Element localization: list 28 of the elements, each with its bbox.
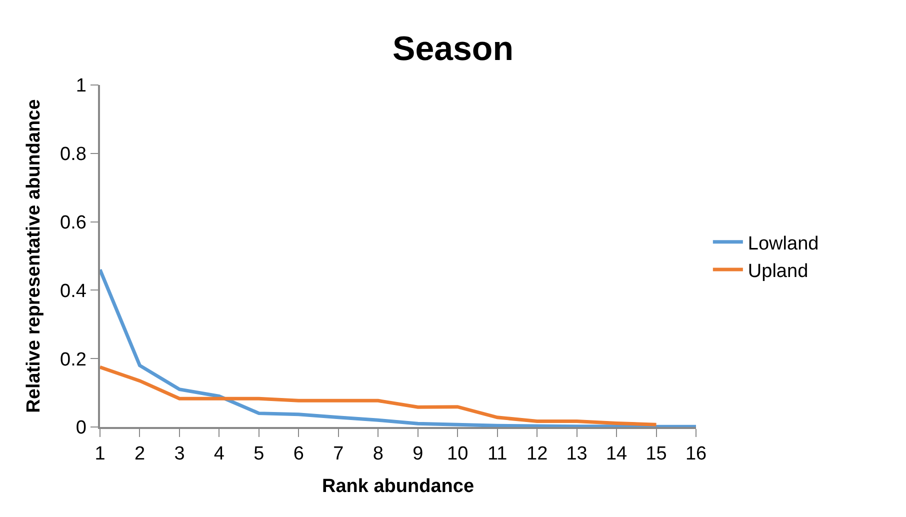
x-axis-title: Rank abundance — [322, 476, 474, 497]
x-tick-label: 8 — [372, 444, 384, 465]
y-tick-label: 0.8 — [60, 144, 86, 166]
chart-title: Season — [392, 30, 514, 68]
x-tick-label: 11 — [487, 444, 508, 465]
x-tick-label: 6 — [293, 444, 304, 465]
x-tick-label: 15 — [646, 444, 667, 465]
x-tick-label: 7 — [333, 444, 344, 465]
x-tick-label: 14 — [606, 444, 628, 465]
x-tick-label: 9 — [412, 444, 424, 465]
x-tick-label: 4 — [214, 444, 225, 465]
y-axis-title: Relative representative abundance — [23, 99, 44, 413]
legend-label: Lowland — [748, 233, 819, 254]
x-tick-label: 16 — [685, 444, 707, 465]
x-tick-label: 13 — [566, 444, 588, 465]
y-tick-label: 0.2 — [60, 349, 86, 370]
legend-label: Upland — [748, 260, 808, 282]
y-tick-label: 1 — [76, 76, 86, 97]
x-tick-label: 2 — [134, 444, 146, 465]
y-tick-label: 0.6 — [60, 212, 86, 234]
y-tick-label: 0.4 — [60, 280, 87, 302]
x-tick-label: 12 — [526, 444, 548, 465]
x-tick-label: 3 — [174, 444, 185, 465]
x-tick-label: 10 — [447, 444, 468, 465]
x-tick-label: 1 — [94, 444, 106, 465]
line-series — [100, 365, 658, 426]
y-tick-label: 0 — [76, 418, 86, 439]
x-tick-label: 5 — [254, 444, 264, 465]
